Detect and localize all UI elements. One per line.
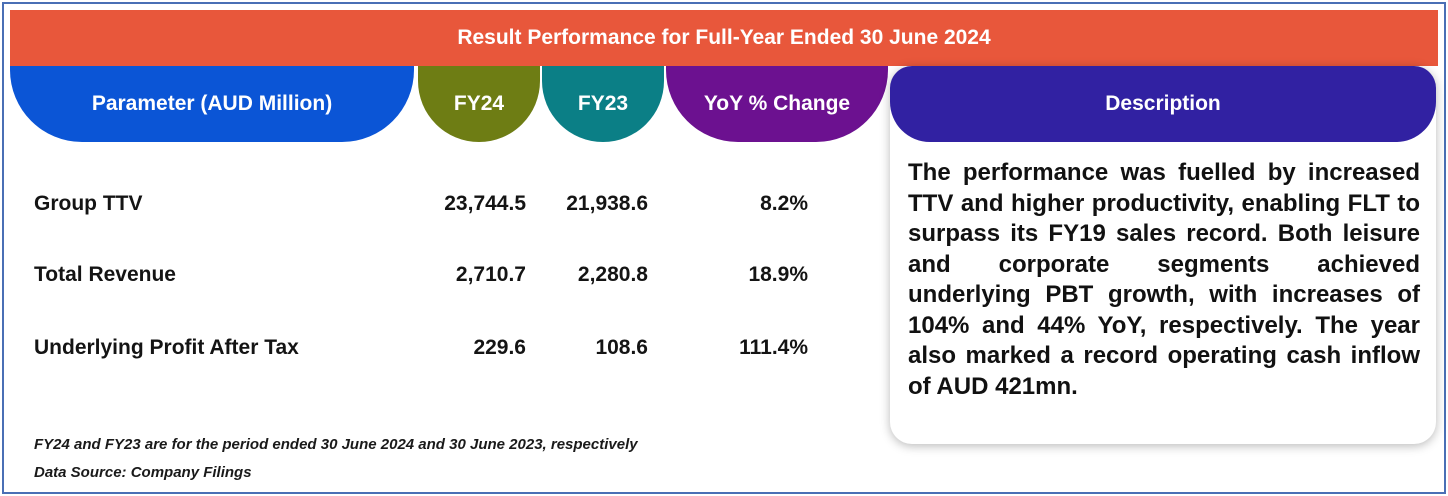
- row-fy23-value: 21,938.6: [566, 192, 648, 215]
- table-title: Result Performance for Full-Year Ended 3…: [10, 10, 1438, 66]
- table-row: Total Revenue 2,710.7 2,280.8 18.9%: [0, 255, 880, 295]
- row-label: Total Revenue: [34, 263, 176, 286]
- header-parameter: Parameter (AUD Million): [10, 66, 414, 142]
- table-row: Underlying Profit After Tax 229.6 108.6 …: [0, 328, 880, 368]
- row-label: Underlying Profit After Tax: [34, 336, 299, 359]
- row-yoy-value: 18.9%: [748, 263, 808, 286]
- row-fy24-value: 23,744.5: [444, 192, 526, 215]
- row-yoy-value: 8.2%: [760, 192, 808, 215]
- header-yoy-change: YoY % Change: [666, 66, 888, 142]
- description-card: Description The performance was fuelled …: [890, 66, 1436, 444]
- footnote: FY24 and FY23 are for the period ended 3…: [34, 436, 638, 453]
- row-fy24-value: 2,710.7: [455, 263, 526, 286]
- row-label: Group TTV: [34, 192, 143, 215]
- header-description: Description: [890, 66, 1436, 142]
- row-fy23-value: 2,280.8: [577, 263, 648, 286]
- row-fy24-value: 229.6: [473, 336, 526, 359]
- row-fy23-value: 108.6: [595, 336, 648, 359]
- table-row: Group TTV 23,744.5 21,938.6 8.2%: [0, 184, 880, 224]
- row-yoy-value: 111.4%: [739, 336, 808, 359]
- data-source: Data Source: Company Filings: [34, 464, 252, 481]
- description-text: The performance was fuelled by increased…: [908, 159, 1420, 400]
